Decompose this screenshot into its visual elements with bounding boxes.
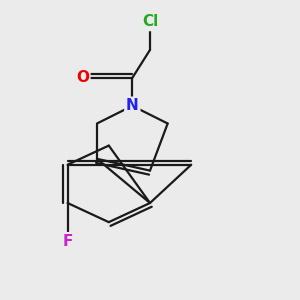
Text: Cl: Cl <box>142 14 158 29</box>
Text: O: O <box>76 70 89 86</box>
Text: F: F <box>62 234 73 249</box>
Text: N: N <box>126 98 139 113</box>
